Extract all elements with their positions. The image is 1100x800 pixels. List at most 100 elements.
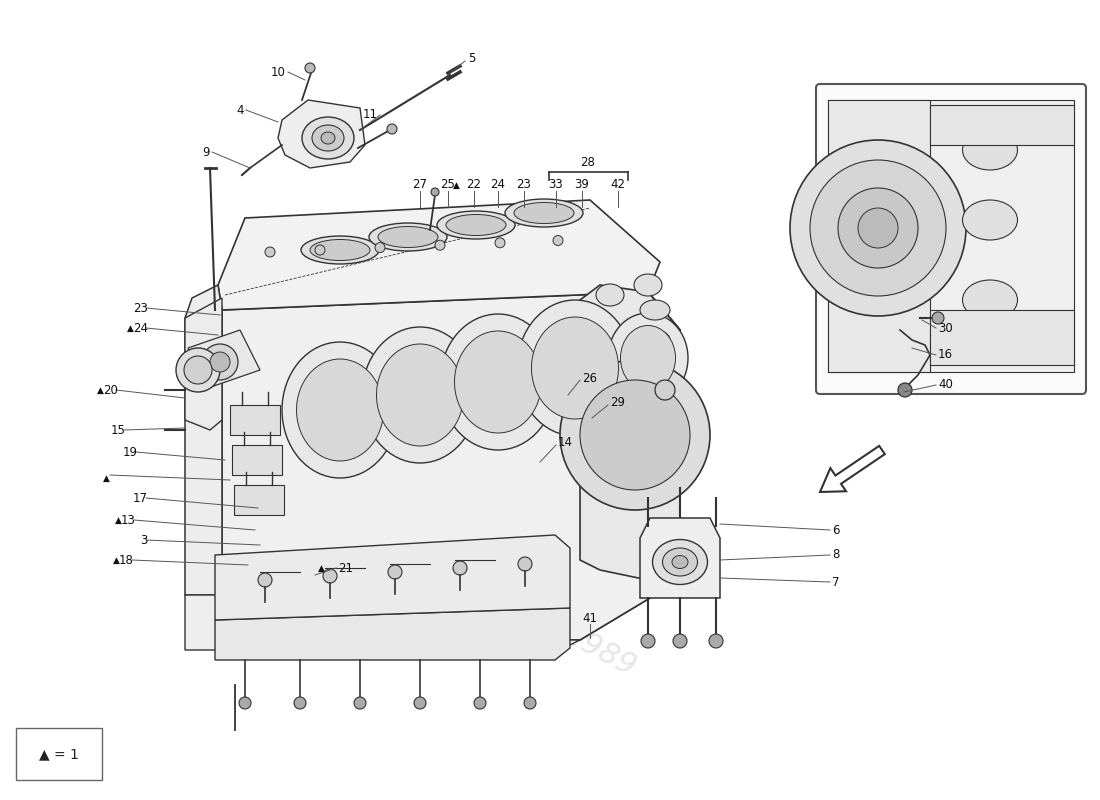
Ellipse shape [514, 202, 574, 223]
Text: 30: 30 [938, 322, 953, 334]
Circle shape [375, 242, 385, 253]
Circle shape [560, 360, 710, 510]
Text: ▲: ▲ [128, 323, 134, 333]
Text: 3: 3 [141, 534, 149, 546]
FancyArrow shape [820, 446, 884, 492]
Ellipse shape [517, 300, 632, 436]
Text: 16: 16 [938, 349, 953, 362]
Polygon shape [640, 518, 720, 598]
Circle shape [518, 557, 532, 571]
Text: ▲ = 1: ▲ = 1 [40, 747, 79, 761]
Circle shape [258, 573, 272, 587]
Text: 39: 39 [574, 178, 590, 191]
Circle shape [323, 569, 337, 583]
Circle shape [553, 235, 563, 246]
Text: 17: 17 [133, 491, 148, 505]
Text: 24: 24 [133, 322, 148, 334]
Ellipse shape [446, 214, 506, 235]
Text: 10: 10 [271, 66, 286, 78]
Circle shape [434, 240, 446, 250]
Text: 11: 11 [363, 109, 378, 122]
Ellipse shape [297, 359, 384, 461]
Polygon shape [185, 595, 580, 650]
Ellipse shape [302, 117, 354, 159]
Text: 18: 18 [119, 554, 134, 566]
Ellipse shape [301, 236, 380, 264]
Ellipse shape [652, 539, 707, 585]
Text: ▲: ▲ [318, 563, 324, 573]
Ellipse shape [376, 344, 463, 446]
Polygon shape [930, 310, 1074, 365]
Text: 24: 24 [491, 178, 506, 191]
Ellipse shape [321, 132, 336, 144]
Text: 14: 14 [558, 435, 573, 449]
Circle shape [810, 160, 946, 296]
Circle shape [932, 312, 944, 324]
Circle shape [641, 634, 654, 648]
Text: 22: 22 [466, 178, 482, 191]
Ellipse shape [640, 300, 670, 320]
Circle shape [898, 383, 912, 397]
Text: 33: 33 [549, 178, 563, 191]
Text: 23: 23 [517, 178, 531, 191]
Ellipse shape [596, 284, 624, 306]
Circle shape [858, 208, 898, 248]
Circle shape [388, 565, 401, 579]
Ellipse shape [672, 555, 688, 569]
Circle shape [710, 634, 723, 648]
Circle shape [210, 352, 230, 372]
Text: 21: 21 [338, 562, 353, 574]
Circle shape [239, 697, 251, 709]
Circle shape [580, 380, 690, 490]
Ellipse shape [312, 125, 344, 151]
Polygon shape [230, 405, 280, 435]
Circle shape [202, 344, 238, 380]
Circle shape [184, 356, 212, 384]
Polygon shape [218, 200, 660, 310]
Text: 23: 23 [133, 302, 148, 314]
Circle shape [790, 140, 966, 316]
Polygon shape [222, 292, 680, 640]
Polygon shape [185, 285, 222, 595]
Text: 42: 42 [610, 178, 626, 191]
Polygon shape [185, 292, 680, 640]
Polygon shape [648, 292, 680, 580]
Circle shape [431, 188, 439, 196]
Circle shape [354, 697, 366, 709]
Text: 20: 20 [103, 383, 118, 397]
Ellipse shape [531, 317, 618, 419]
Text: ▲: ▲ [116, 515, 122, 525]
Text: 15: 15 [111, 423, 126, 437]
FancyBboxPatch shape [16, 728, 102, 780]
Circle shape [315, 245, 324, 255]
Ellipse shape [962, 130, 1018, 170]
Ellipse shape [310, 239, 370, 261]
Polygon shape [580, 285, 680, 580]
Text: 19: 19 [123, 446, 138, 458]
FancyBboxPatch shape [816, 84, 1086, 394]
Text: 7: 7 [832, 575, 839, 589]
Polygon shape [185, 298, 222, 430]
Ellipse shape [962, 200, 1018, 240]
Text: 13: 13 [121, 514, 136, 526]
Ellipse shape [662, 548, 697, 576]
Text: ▲: ▲ [453, 181, 460, 190]
Text: 6: 6 [832, 523, 839, 537]
Ellipse shape [368, 223, 447, 251]
Circle shape [265, 247, 275, 257]
Ellipse shape [634, 274, 662, 296]
Text: 41: 41 [583, 611, 597, 625]
Circle shape [305, 63, 315, 73]
Ellipse shape [620, 326, 675, 390]
Ellipse shape [640, 330, 670, 350]
Polygon shape [214, 535, 570, 620]
Circle shape [453, 561, 468, 575]
Text: 9: 9 [202, 146, 210, 158]
Circle shape [673, 634, 688, 648]
Ellipse shape [437, 211, 515, 239]
Circle shape [387, 124, 397, 134]
Text: 26: 26 [582, 371, 597, 385]
Circle shape [294, 697, 306, 709]
Circle shape [414, 697, 426, 709]
Polygon shape [188, 330, 260, 388]
